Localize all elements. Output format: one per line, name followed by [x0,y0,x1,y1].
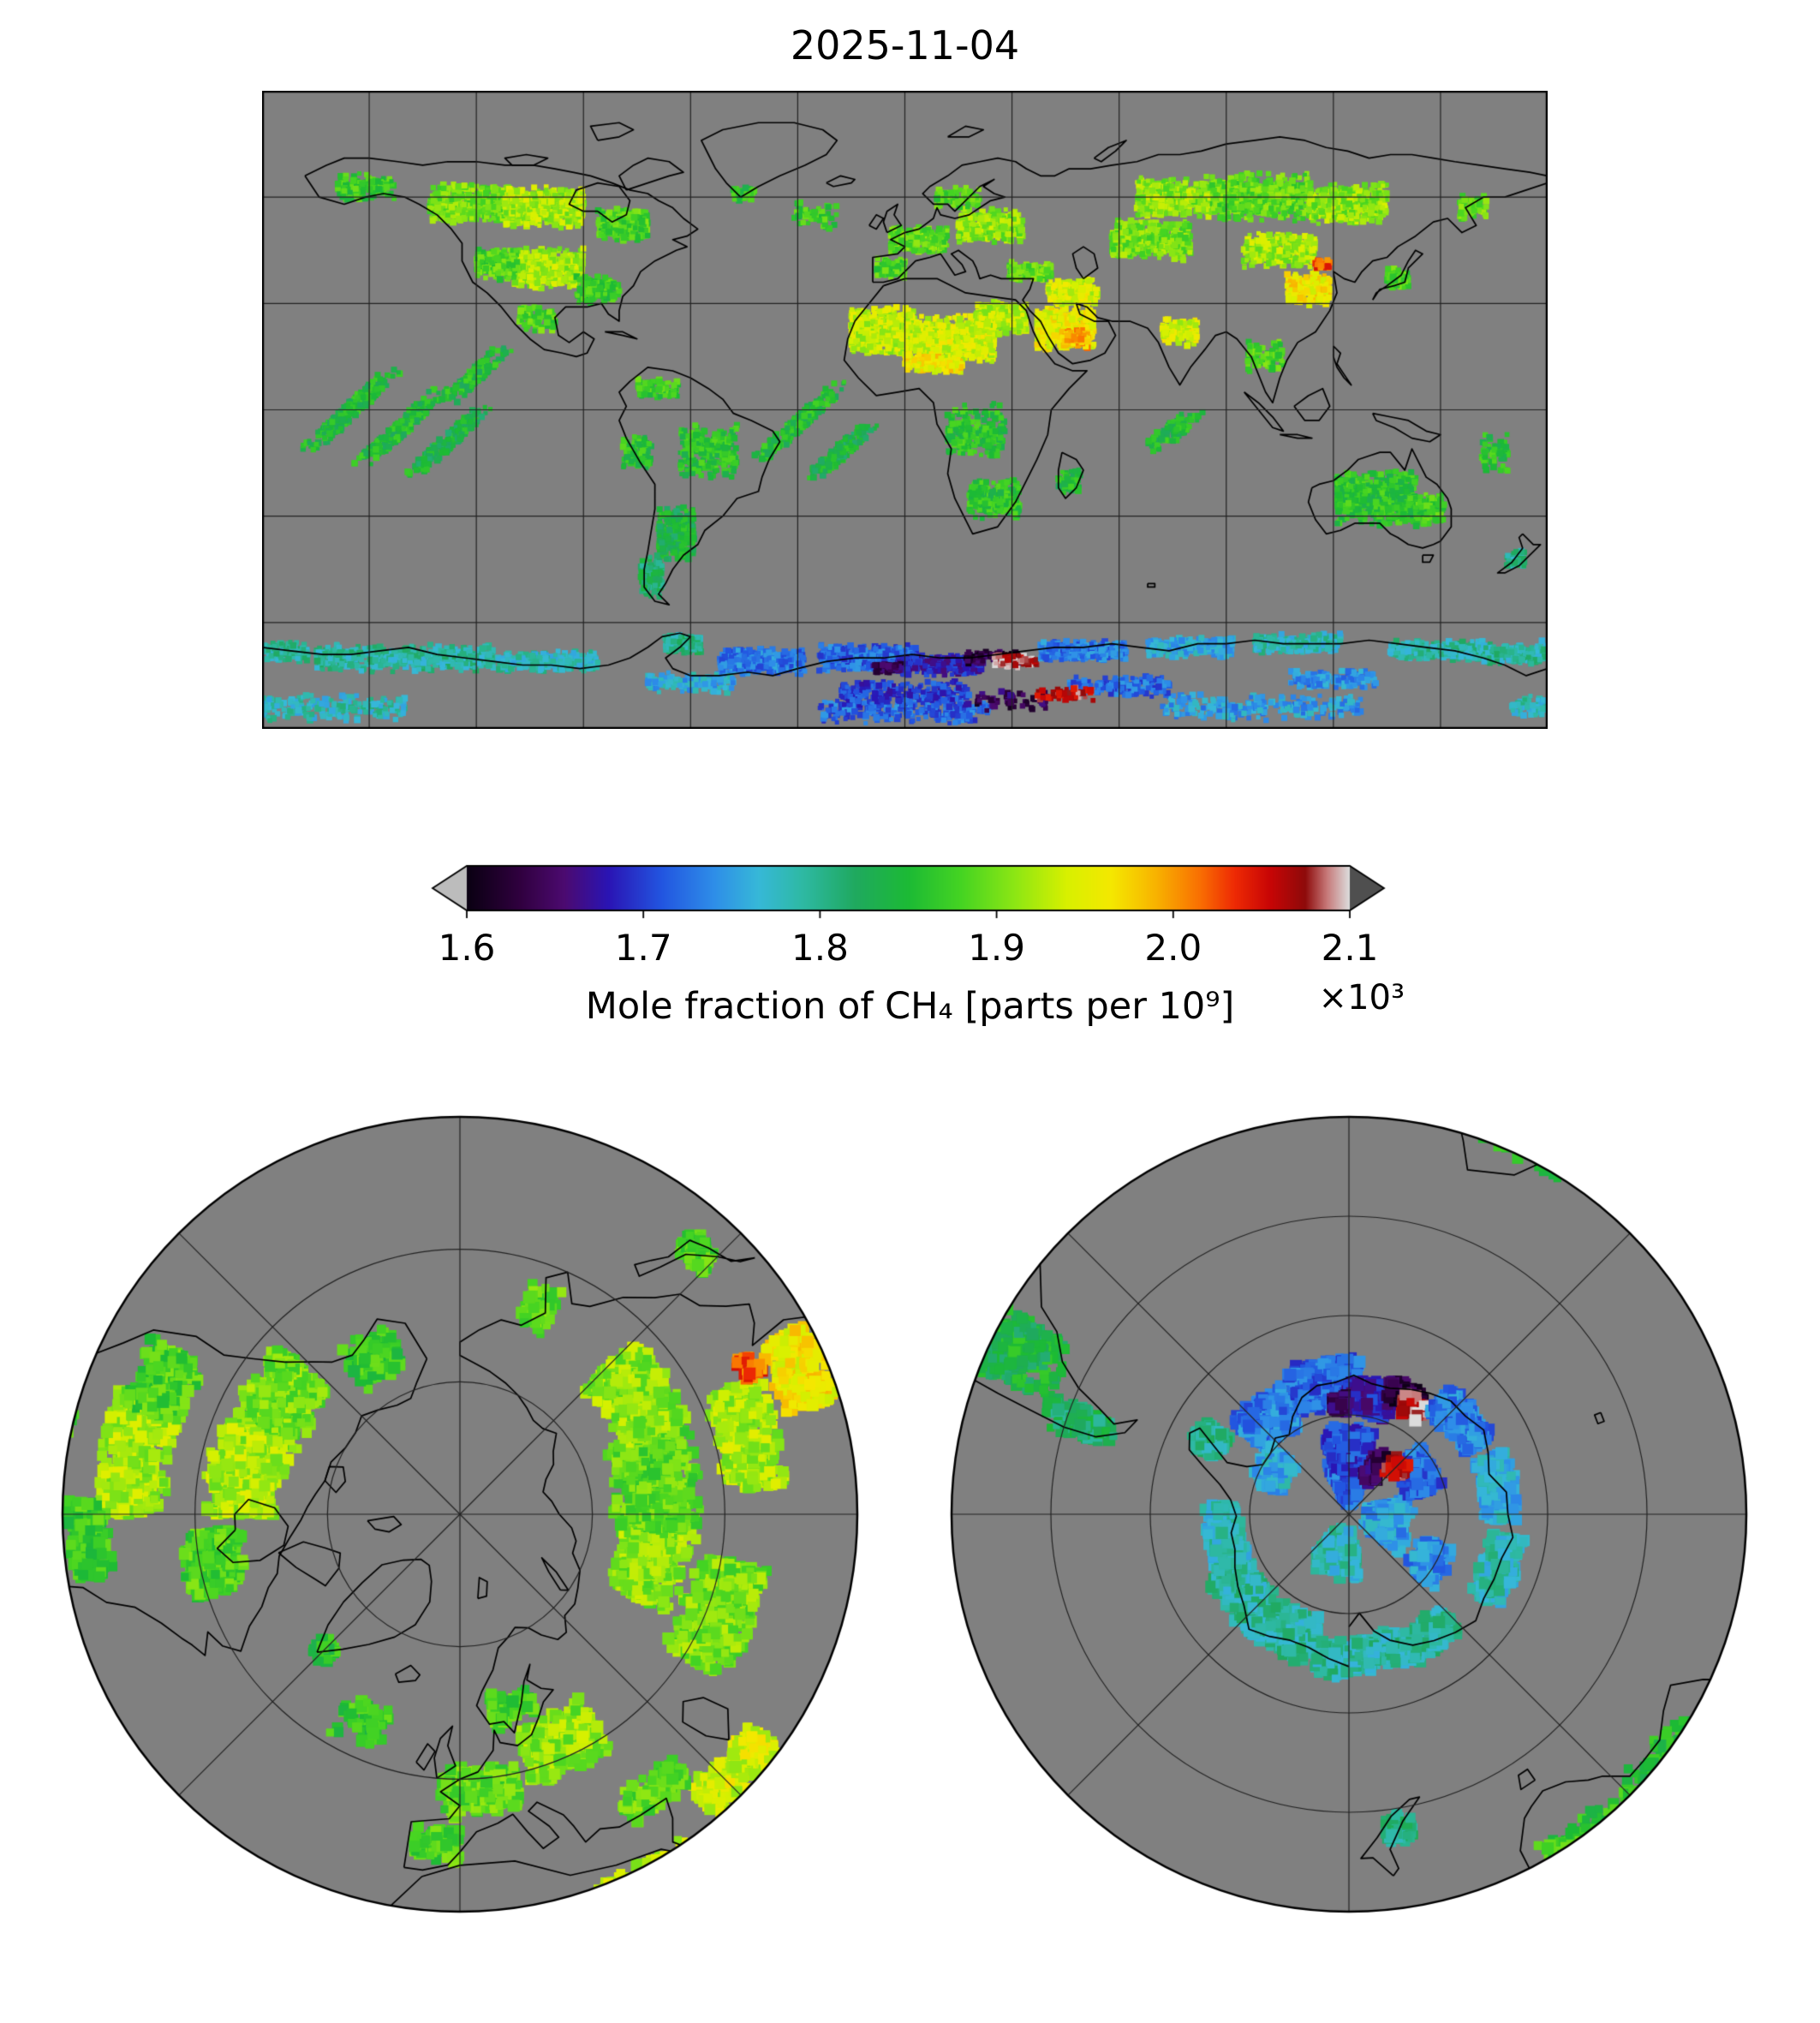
figure-title: 2025-11-04 [790,22,1020,69]
colorbar-tick-label: 1.7 [614,927,672,969]
colorbar [428,863,1392,920]
colorbar-tick-labels: 1.6 1.7 1.8 1.9 2.0 2.1 [428,927,1392,971]
colorbar-tick-label: 1.9 [968,927,1025,969]
north-polar-map-panel [57,1112,862,1917]
colorbar-tick-label: 2.1 [1321,927,1379,969]
colorbar-tick-label: 2.0 [1144,927,1202,969]
colorbar-offset-text: ×10³ [1318,978,1405,1017]
colorbar-tick-label: 1.8 [791,927,849,969]
colorbar-tick-label: 1.6 [438,927,496,969]
south-polar-map-panel [946,1112,1751,1917]
global-map-panel [262,91,1548,729]
colorbar-label: Mole fraction of CH₄ [parts per 10⁹] [585,985,1235,1028]
